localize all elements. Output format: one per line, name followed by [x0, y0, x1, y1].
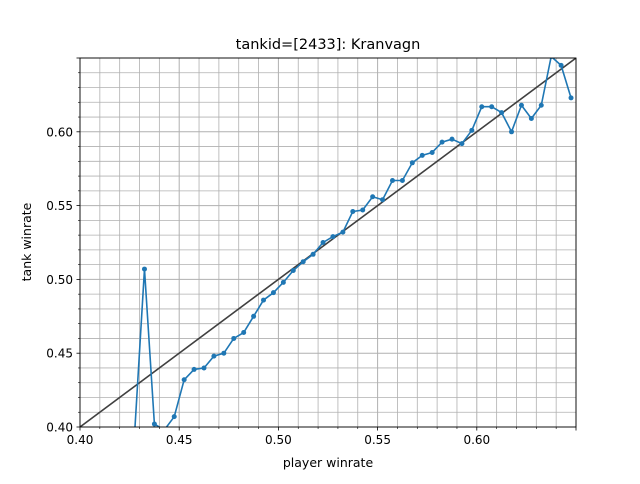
data-point — [409, 160, 415, 166]
x-tick-label: 0.60 — [463, 433, 490, 447]
data-point — [280, 279, 286, 285]
data-point — [181, 377, 187, 383]
data-point — [538, 102, 544, 108]
data-point — [320, 240, 326, 245]
data-point — [528, 116, 534, 122]
data-point — [479, 104, 485, 110]
data-point — [439, 139, 445, 145]
x-tick-label: 0.55 — [364, 433, 391, 447]
y-tick-label: 0.45 — [46, 347, 73, 361]
data-point — [151, 421, 157, 427]
y-tick-label: 0.40 — [46, 421, 73, 435]
data-point — [290, 268, 296, 274]
series-layer — [134, 58, 574, 427]
axes: 0.40 0.45 0.50 0.55 0.60 0.40 0.45 0.50 0.55 0.60 — [46, 57, 577, 447]
data-point — [469, 127, 475, 133]
data-point — [399, 178, 405, 184]
y-tick-label: 0.50 — [46, 273, 73, 287]
data-point — [449, 136, 455, 142]
data-point — [429, 149, 435, 155]
data-point — [241, 330, 247, 336]
x-axis-label: player winrate — [283, 455, 374, 470]
data-point — [389, 178, 395, 184]
plot-frame — [79, 57, 577, 428]
data-point — [270, 290, 276, 296]
diagonal-reference-line — [80, 58, 576, 427]
data-point — [221, 350, 227, 356]
data-point — [558, 62, 564, 68]
data-point — [459, 141, 465, 147]
data-point — [201, 365, 207, 371]
y-tick-label: 0.55 — [46, 199, 73, 213]
data-point — [231, 335, 237, 341]
y-tick-label: 0.60 — [46, 125, 73, 139]
x-tick-label: 0.45 — [166, 433, 193, 447]
x-tick-label: 0.50 — [265, 433, 292, 447]
data-point — [419, 152, 425, 158]
data-point — [261, 297, 267, 303]
data-point — [171, 414, 177, 420]
data-point — [310, 251, 316, 257]
data-point — [141, 266, 147, 272]
data-point — [350, 209, 356, 215]
data-point — [489, 104, 495, 110]
data-point — [330, 234, 336, 240]
chart-title: tankid=[2433]: Kranvagn — [236, 37, 421, 53]
reference-line — [80, 58, 576, 427]
data-point — [568, 95, 574, 101]
y-axis-label: tank winrate — [19, 202, 34, 281]
data-point — [191, 366, 197, 372]
x-tick-label: 0.40 — [67, 433, 94, 447]
data-point — [370, 194, 376, 200]
data-point — [380, 197, 386, 203]
data-point — [211, 353, 217, 359]
data-point — [340, 229, 346, 235]
data-point — [300, 259, 306, 265]
data-point — [360, 207, 366, 213]
data-point — [251, 313, 257, 319]
data-point — [509, 129, 515, 135]
data-point — [499, 110, 505, 116]
data-point — [518, 102, 524, 108]
